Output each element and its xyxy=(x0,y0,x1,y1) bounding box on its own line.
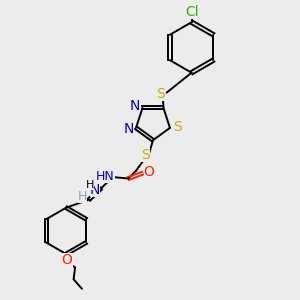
Text: H: H xyxy=(85,180,94,190)
Text: N: N xyxy=(123,122,134,136)
Text: H: H xyxy=(78,190,87,202)
Text: HN: HN xyxy=(96,170,115,183)
Text: O: O xyxy=(61,253,73,267)
Text: S: S xyxy=(173,120,182,134)
Text: S: S xyxy=(156,86,165,100)
Text: N: N xyxy=(130,99,140,112)
Text: N: N xyxy=(90,183,100,197)
Text: O: O xyxy=(144,165,154,179)
Text: S: S xyxy=(141,148,150,162)
Text: Cl: Cl xyxy=(185,5,199,20)
